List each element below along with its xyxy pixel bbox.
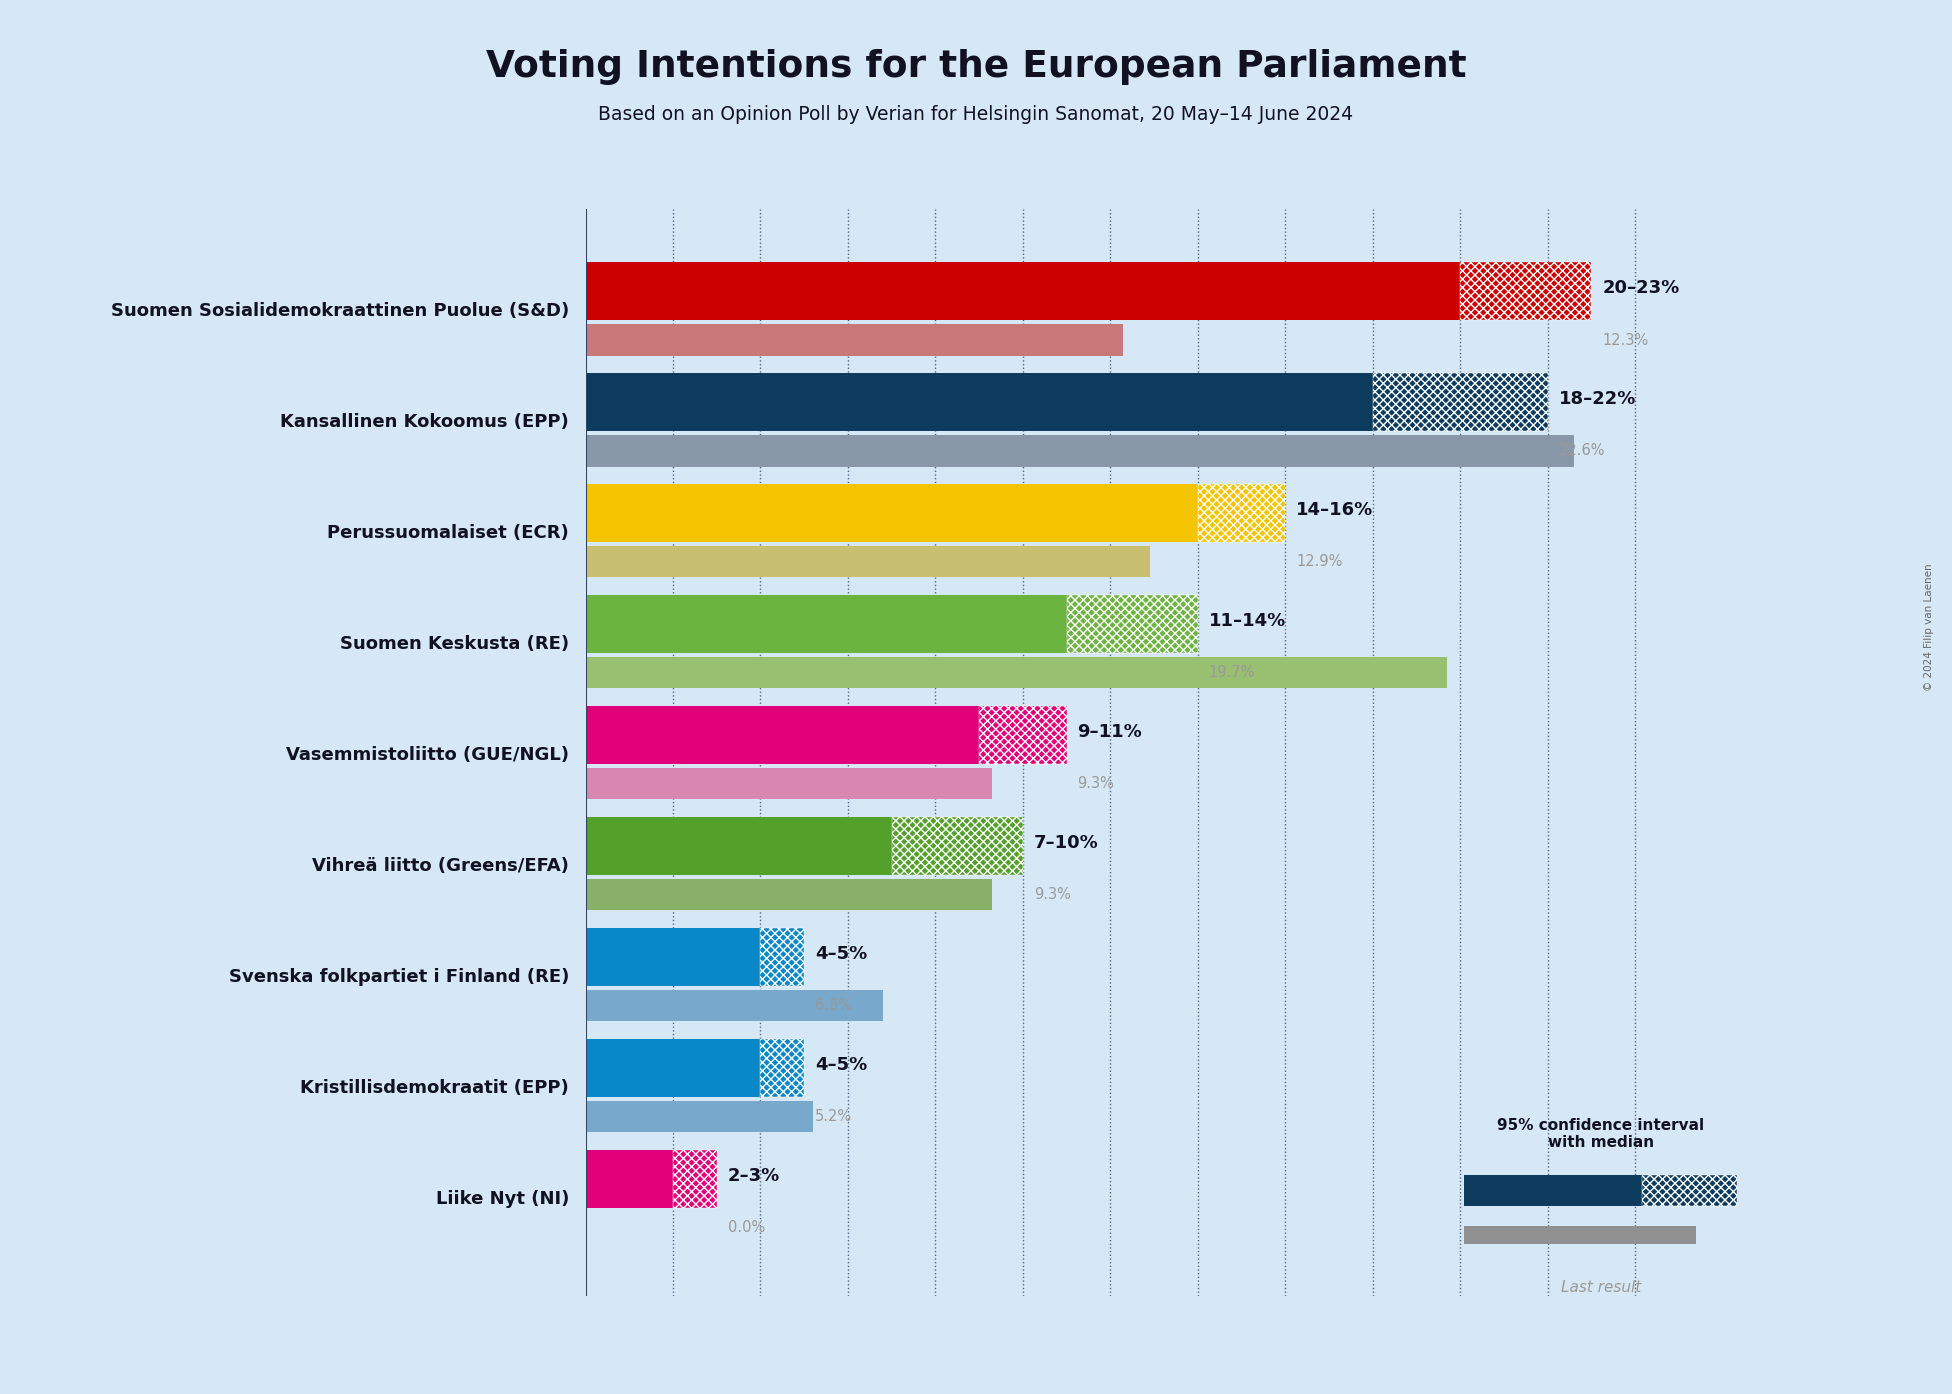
Bar — [586, 880, 992, 910]
Bar — [1464, 1175, 1642, 1206]
Text: © 2024 Filip van Laenen: © 2024 Filip van Laenen — [1923, 563, 1934, 691]
Text: 0.0%: 0.0% — [728, 1220, 765, 1235]
Bar — [586, 484, 1199, 542]
Bar — [586, 928, 761, 986]
Bar — [586, 435, 1573, 467]
Bar — [761, 1039, 804, 1097]
Text: 9–11%: 9–11% — [1078, 723, 1142, 742]
Text: 9.3%: 9.3% — [1035, 887, 1070, 902]
Bar — [586, 374, 1372, 431]
Text: 20–23%: 20–23% — [1603, 279, 1679, 297]
Bar — [980, 707, 1066, 764]
Bar — [586, 768, 992, 799]
Text: 19.7%: 19.7% — [1208, 665, 1255, 680]
Bar — [586, 325, 1124, 355]
Text: 7–10%: 7–10% — [1035, 834, 1099, 852]
Text: Based on an Opinion Poll by Verian for Helsingin Sanomat, 20 May–14 June 2024: Based on an Opinion Poll by Verian for H… — [599, 105, 1353, 124]
Text: 4–5%: 4–5% — [816, 945, 867, 963]
Text: 95% confidence interval
with median: 95% confidence interval with median — [1497, 1118, 1704, 1150]
Bar — [1372, 374, 1548, 431]
Bar — [892, 817, 1023, 875]
Bar — [586, 658, 1446, 689]
Bar — [1642, 1175, 1737, 1206]
Bar — [586, 1150, 673, 1207]
Text: 4–5%: 4–5% — [816, 1057, 867, 1073]
Text: 18–22%: 18–22% — [1558, 390, 1636, 408]
Bar — [586, 817, 892, 875]
Bar — [586, 990, 882, 1022]
Bar — [586, 262, 1460, 321]
Text: 5.2%: 5.2% — [816, 1110, 853, 1124]
Text: 9.3%: 9.3% — [1078, 776, 1115, 792]
Text: 11–14%: 11–14% — [1208, 612, 1286, 630]
Bar — [586, 546, 1150, 577]
Bar — [1460, 262, 1591, 321]
Bar — [586, 595, 1066, 652]
Bar — [586, 1039, 761, 1097]
Bar — [1464, 1225, 1696, 1245]
Bar — [586, 1101, 812, 1132]
Bar — [1199, 484, 1284, 542]
Text: 6.8%: 6.8% — [816, 998, 853, 1013]
Bar — [673, 1150, 716, 1207]
Bar — [761, 928, 804, 986]
Text: 12.9%: 12.9% — [1296, 555, 1343, 569]
Text: 14–16%: 14–16% — [1296, 502, 1374, 519]
Text: Last result: Last result — [1560, 1280, 1642, 1295]
Text: 12.3%: 12.3% — [1603, 333, 1647, 347]
Text: 2–3%: 2–3% — [728, 1167, 781, 1185]
Text: 22.6%: 22.6% — [1558, 443, 1605, 459]
Text: Voting Intentions for the European Parliament: Voting Intentions for the European Parli… — [486, 49, 1466, 85]
Bar — [1066, 595, 1199, 652]
Bar — [586, 707, 980, 764]
